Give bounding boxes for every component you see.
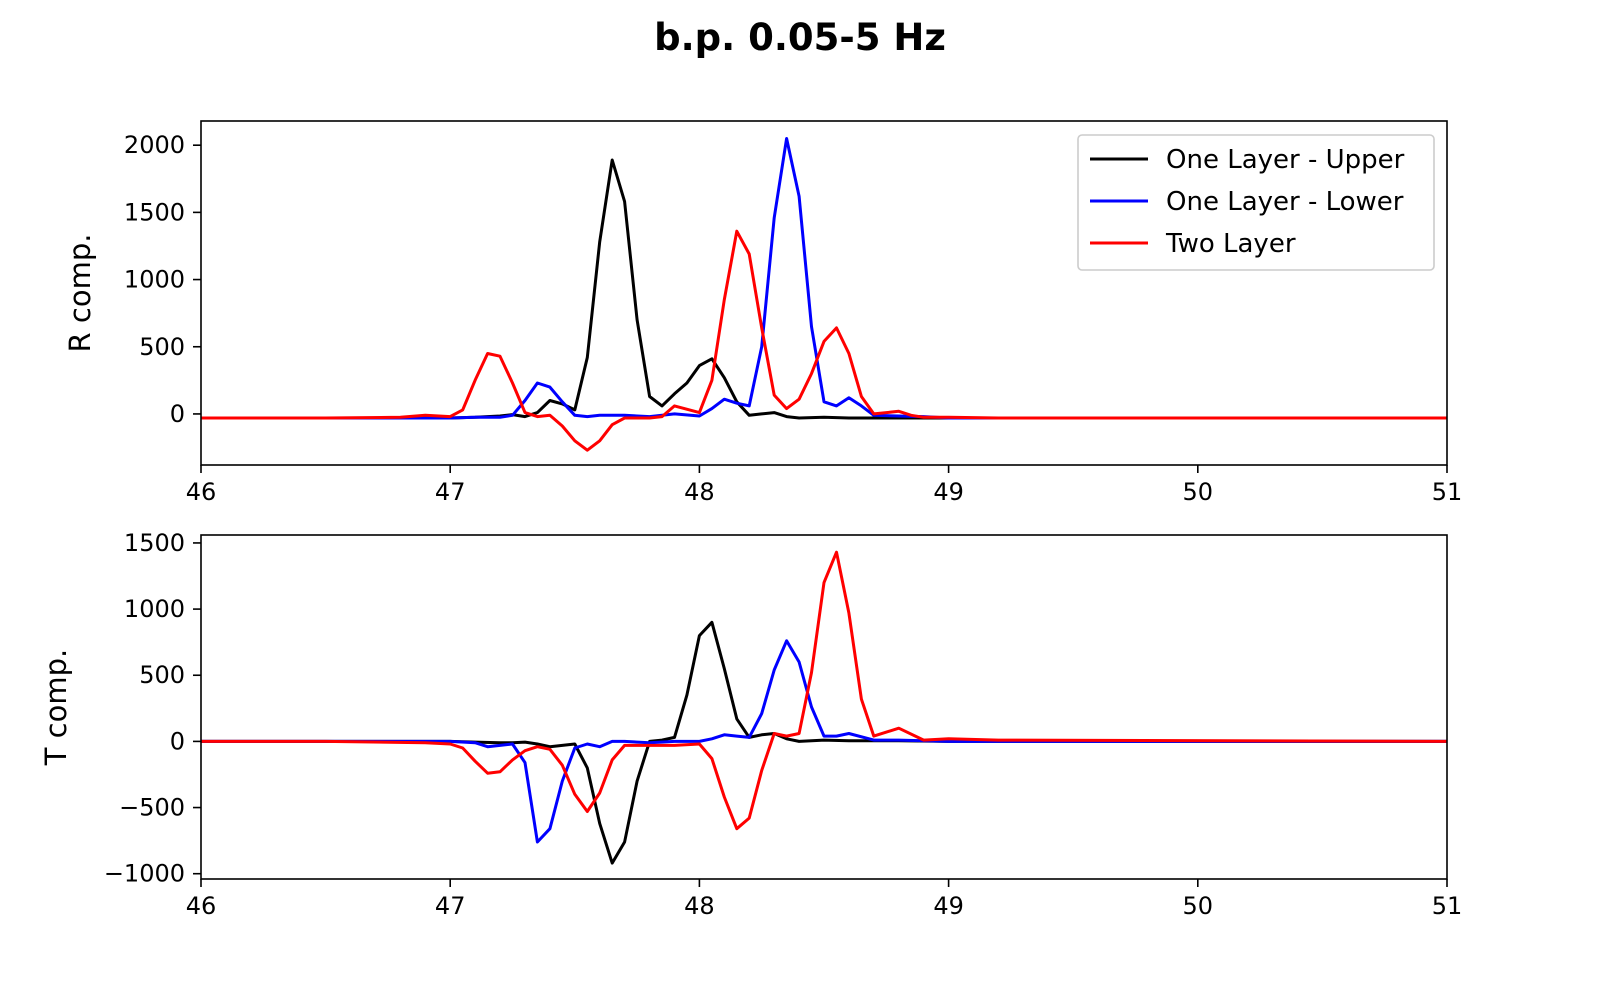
t-y-tick-label: 1500	[124, 529, 185, 557]
legend-box	[1077, 134, 1435, 271]
t-y-tick-label: −500	[119, 794, 185, 822]
r-y-tick-label: 1000	[124, 266, 185, 294]
t-comp-panel: 46 47 48 49 50 51 −1000 −500 0 500 1000 1500 T comp.	[39, 529, 1462, 920]
r-y-tick-label: 0	[170, 400, 185, 428]
r-series-one-layer-upper	[201, 158, 1447, 420]
legend: One Layer - Upper One Layer - Lower Two La…	[1077, 134, 1435, 271]
r-x-tick-label: 48	[684, 478, 715, 506]
r-y-tick-label: 500	[139, 333, 185, 361]
r-series-two-layer	[201, 229, 1447, 452]
t-x-tick-label: 50	[1183, 892, 1214, 920]
r-y-tick-label: 2000	[124, 131, 185, 159]
r-x-tick-label: 47	[435, 478, 466, 506]
t-x-tick-label: 51	[1432, 892, 1463, 920]
t-series-one-layer-upper	[201, 620, 1447, 865]
t-y-tick-label: 1000	[124, 595, 185, 623]
r-y-axis-label: R comp.	[63, 234, 97, 353]
chart-title: b.p. 0.05-5 Hz	[654, 16, 946, 59]
r-x-tick-label: 49	[933, 478, 964, 506]
legend-label-one-layer-upper: One Layer - Upper	[1166, 145, 1405, 175]
t-series-two-layer	[201, 550, 1447, 831]
r-x-tick-label: 50	[1183, 478, 1214, 506]
t-x-tick-label: 46	[186, 892, 217, 920]
t-y-tick-label: 500	[139, 661, 185, 689]
t-plot-frame	[200, 534, 1448, 880]
t-series-one-layer-lower	[201, 639, 1447, 844]
r-x-tick-label: 51	[1432, 478, 1463, 506]
t-y-tick-label: −1000	[104, 860, 185, 888]
r-y-tick-label: 1500	[124, 198, 185, 226]
r-plot-frame	[200, 120, 1448, 466]
t-x-tick-label: 47	[435, 892, 466, 920]
t-y-axis-label: T comp.	[39, 649, 73, 767]
t-x-tick-label: 48	[684, 892, 715, 920]
r-comp-panel: 46 47 48 49 50 51 0 500 1000 1500 2000 R comp. One L…	[63, 120, 1463, 506]
r-x-tick-label: 46	[186, 478, 217, 506]
legend-label-one-layer-lower: One Layer - Lower	[1166, 187, 1404, 217]
t-y-tick-label: 0	[170, 727, 185, 755]
legend-label-two-layer: Two Layer	[1165, 229, 1296, 259]
t-x-tick-label: 49	[933, 892, 964, 920]
